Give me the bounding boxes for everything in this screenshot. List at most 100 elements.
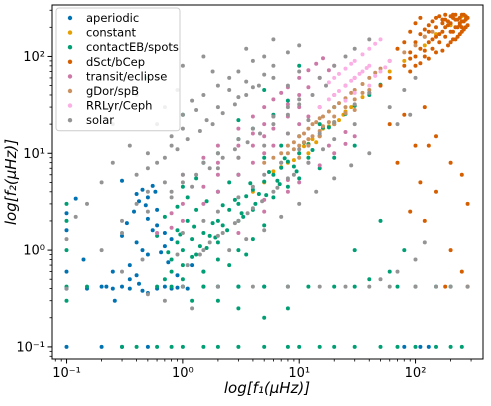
data-point	[162, 244, 167, 249]
data-point	[201, 155, 206, 160]
data-point	[134, 172, 139, 177]
data-point	[321, 147, 325, 152]
x-axis-label: log[f₁(μHz)]	[224, 379, 310, 397]
data-point	[162, 277, 167, 282]
data-point	[294, 169, 299, 174]
data-point	[264, 193, 269, 198]
data-point	[190, 263, 195, 268]
data-point	[395, 269, 400, 274]
data-point	[180, 126, 185, 131]
legend-item-contacteb-spots: contactEB/spots	[67, 40, 179, 54]
data-point	[190, 237, 195, 242]
data-point	[180, 284, 185, 289]
data-point	[317, 344, 322, 349]
data-point	[317, 284, 322, 289]
data-point	[291, 158, 296, 163]
data-point	[194, 252, 199, 257]
data-point	[285, 131, 290, 136]
data-point	[85, 201, 89, 206]
data-point	[169, 344, 174, 349]
data-point	[360, 69, 365, 74]
data-point	[137, 199, 141, 204]
data-point	[197, 244, 202, 249]
data-point	[418, 344, 423, 349]
data-point	[378, 344, 383, 349]
data-point	[250, 187, 255, 192]
data-point	[215, 257, 220, 262]
data-point	[262, 344, 267, 349]
y-tick-label: 10²	[23, 50, 45, 65]
data-point	[227, 263, 232, 268]
data-point	[262, 172, 267, 177]
data-point	[285, 83, 290, 88]
data-point	[279, 90, 284, 95]
data-point	[232, 147, 237, 152]
data-point	[387, 284, 392, 289]
data-point	[145, 209, 150, 214]
data-point	[175, 240, 180, 245]
data-point	[244, 252, 249, 257]
data-point	[310, 122, 315, 127]
legend-item-rrlyr-ceph: RRLyr/Ceph	[67, 99, 152, 113]
data-point	[332, 75, 337, 80]
data-point	[413, 344, 418, 349]
data-point	[64, 228, 69, 233]
data-point	[402, 248, 407, 253]
series-solar	[64, 37, 470, 311]
data-point	[232, 102, 237, 107]
data-point	[159, 250, 164, 255]
data-point	[395, 344, 400, 349]
data-point	[434, 189, 438, 194]
data-point	[455, 17, 460, 22]
data-point	[343, 98, 348, 103]
data-point	[422, 54, 427, 59]
data-point	[169, 284, 174, 289]
data-point	[262, 315, 267, 320]
data-point	[422, 48, 427, 53]
data-point	[367, 88, 372, 92]
data-point	[387, 269, 392, 274]
data-point	[262, 151, 267, 156]
legend-marker	[67, 59, 73, 64]
data-point	[180, 218, 185, 223]
data-point	[332, 155, 337, 160]
data-point	[215, 233, 220, 238]
data-point	[343, 54, 348, 59]
data-point	[236, 201, 241, 206]
data-point	[258, 131, 262, 136]
data-point	[395, 46, 400, 51]
data-point	[220, 223, 225, 228]
data-point	[310, 137, 315, 142]
data-point	[250, 58, 255, 63]
data-point	[215, 160, 220, 165]
data-point	[220, 231, 225, 235]
data-point	[262, 209, 267, 214]
data-point	[150, 183, 155, 188]
data-point	[155, 207, 160, 212]
data-point	[169, 225, 174, 230]
data-point	[250, 143, 255, 148]
data-point	[317, 131, 322, 136]
data-point	[297, 102, 302, 107]
data-point	[250, 85, 255, 90]
data-point	[244, 46, 249, 51]
data-point	[332, 63, 337, 68]
data-point	[201, 54, 206, 59]
data-point	[352, 88, 357, 92]
data-point	[373, 73, 378, 78]
legend-marker	[67, 45, 73, 50]
data-point	[201, 344, 206, 349]
data-point	[434, 134, 438, 139]
data-point	[169, 237, 174, 242]
data-point	[326, 125, 331, 130]
data-point	[236, 306, 241, 311]
data-point	[285, 284, 290, 289]
data-point	[194, 207, 199, 212]
data-point	[201, 184, 206, 189]
data-point	[85, 284, 89, 289]
data-point	[236, 195, 241, 200]
data-point	[332, 120, 337, 125]
data-point	[236, 69, 241, 74]
data-point	[134, 240, 139, 245]
data-point	[367, 83, 372, 88]
